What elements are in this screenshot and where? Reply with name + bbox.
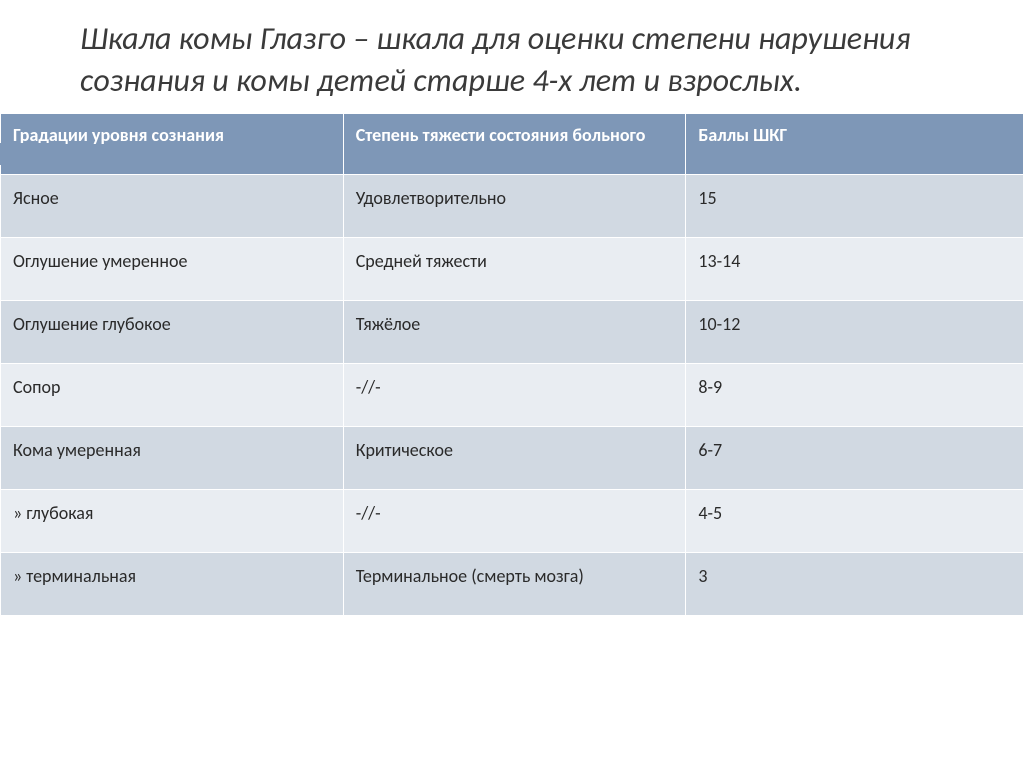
cell-gradation: Оглушение глубокое — [1, 301, 344, 364]
col-header-score: Баллы ШКГ — [686, 114, 1024, 175]
gcs-table: Градации уровня сознания Степень тяжести… — [0, 113, 1024, 616]
cell-severity: -//- — [343, 364, 686, 427]
slide-title: Шкала комы Глазго – шкала для оценки сте… — [80, 18, 944, 101]
accent-bar — [0, 143, 62, 165]
cell-severity: Тяжёлое — [343, 301, 686, 364]
table-header-row: Градации уровня сознания Степень тяжести… — [1, 114, 1024, 175]
cell-severity: Критическое — [343, 427, 686, 490]
table-row: » глубокая -//- 4-5 — [1, 490, 1024, 553]
cell-gradation: Сопор — [1, 364, 344, 427]
cell-score: 10-12 — [686, 301, 1024, 364]
cell-score: 8-9 — [686, 364, 1024, 427]
cell-severity: Удовлетворительно — [343, 175, 686, 238]
cell-gradation: » глубокая — [1, 490, 344, 553]
title-block: Шкала комы Глазго – шкала для оценки сте… — [0, 0, 1024, 113]
cell-score: 15 — [686, 175, 1024, 238]
col-header-severity: Степень тяжести состояния больного — [343, 114, 686, 175]
table-row: » терминальная Терминальное (смерть мозг… — [1, 553, 1024, 616]
table-row: Ясное Удовлетворительно 15 — [1, 175, 1024, 238]
cell-gradation: Оглушение умеренное — [1, 238, 344, 301]
cell-gradation: » терминальная — [1, 553, 344, 616]
cell-gradation: Кома умеренная — [1, 427, 344, 490]
cell-gradation: Ясное — [1, 175, 344, 238]
cell-score: 4-5 — [686, 490, 1024, 553]
cell-severity: -//- — [343, 490, 686, 553]
cell-score: 13-14 — [686, 238, 1024, 301]
table-row: Сопор -//- 8-9 — [1, 364, 1024, 427]
cell-severity: Терминальное (смерть мозга) — [343, 553, 686, 616]
table-row: Кома умеренная Критическое 6-7 — [1, 427, 1024, 490]
cell-score: 3 — [686, 553, 1024, 616]
cell-severity: Средней тяжести — [343, 238, 686, 301]
table-row: Оглушение глубокое Тяжёлое 10-12 — [1, 301, 1024, 364]
table-row: Оглушение умеренное Средней тяжести 13-1… — [1, 238, 1024, 301]
cell-score: 6-7 — [686, 427, 1024, 490]
